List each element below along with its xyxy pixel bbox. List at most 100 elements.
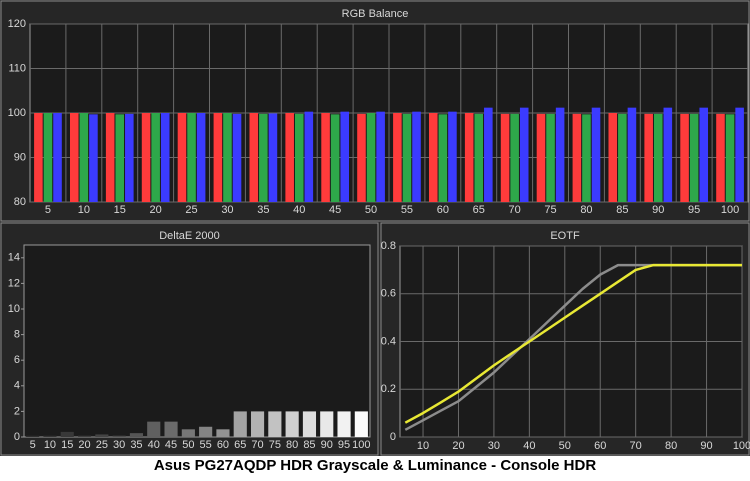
x-tick-label: 15 — [114, 204, 126, 216]
panel-title: RGB Balance — [342, 8, 409, 20]
bar — [393, 113, 402, 202]
x-tick-label: 5 — [30, 439, 36, 451]
bar — [69, 113, 79, 202]
x-tick-label: 50 — [559, 440, 571, 452]
x-tick-label: 25 — [185, 204, 197, 216]
y-tick-label: 0.6 — [381, 288, 396, 300]
bar — [285, 411, 299, 437]
bar — [196, 113, 206, 202]
bar — [34, 113, 43, 202]
y-tick-label: 12 — [8, 277, 20, 289]
x-tick-label: 70 — [509, 204, 521, 216]
bar — [53, 113, 62, 202]
x-tick-label: 75 — [269, 439, 281, 451]
bar — [249, 113, 259, 202]
x-tick-label: 35 — [130, 439, 142, 451]
bar — [77, 435, 92, 437]
y-tick-label: 0.4 — [381, 335, 396, 347]
bar — [141, 113, 151, 202]
bar — [89, 114, 98, 202]
y-tick-label: 120 — [8, 18, 26, 30]
y-tick-label: 14 — [8, 252, 20, 264]
caption: Asus PG27AQDP HDR Grayscale & Luminance … — [154, 457, 597, 474]
x-tick-label: 60 — [594, 440, 606, 452]
bar — [302, 411, 317, 437]
x-tick-label: 15 — [61, 439, 73, 451]
x-tick-label: 40 — [523, 440, 535, 452]
bar — [129, 433, 144, 437]
x-tick-label: 55 — [401, 204, 413, 216]
x-tick-label: 90 — [321, 439, 333, 451]
x-tick-label: 30 — [221, 204, 233, 216]
bar — [177, 113, 187, 202]
bar — [259, 113, 268, 202]
y-tick-label: 100 — [8, 107, 26, 119]
bar — [181, 429, 195, 437]
bar — [438, 114, 448, 202]
x-tick-label: 80 — [665, 440, 677, 452]
x-tick-label: 5 — [45, 204, 51, 216]
y-tick-label: 0 — [14, 431, 20, 443]
y-tick-label: 110 — [8, 62, 26, 74]
x-tick-label: 90 — [652, 204, 664, 216]
x-tick-label: 95 — [338, 439, 350, 451]
x-tick-label: 25 — [96, 439, 108, 451]
bar — [60, 431, 74, 437]
bar — [716, 113, 725, 202]
x-tick-label: 85 — [303, 439, 315, 451]
bar — [26, 435, 40, 437]
x-tick-label: 20 — [150, 204, 162, 216]
bar — [484, 107, 493, 202]
bar — [591, 107, 601, 202]
bar — [112, 435, 126, 437]
x-tick-label: 85 — [616, 204, 628, 216]
bar — [618, 113, 627, 202]
bar — [232, 113, 242, 202]
bar — [125, 113, 134, 202]
x-tick-label: 20 — [452, 440, 464, 452]
y-tick-label: 6 — [14, 354, 20, 366]
bar — [250, 411, 265, 437]
panel-title: EOTF — [550, 230, 580, 242]
bar — [304, 111, 314, 202]
bar — [644, 113, 653, 202]
x-tick-label: 90 — [700, 440, 712, 452]
x-tick-label: 100 — [721, 204, 739, 216]
bar — [735, 107, 744, 202]
bar — [105, 113, 115, 202]
bar — [680, 113, 689, 202]
y-tick-label: 2 — [14, 405, 20, 417]
bar — [500, 113, 510, 202]
bar — [376, 111, 385, 202]
x-tick-label: 30 — [113, 439, 125, 451]
x-tick-label: 100 — [733, 440, 750, 452]
x-tick-label: 70 — [251, 439, 263, 451]
x-tick-label: 10 — [417, 440, 429, 452]
x-tick-label: 80 — [580, 204, 592, 216]
bar — [653, 113, 663, 202]
x-tick-label: 30 — [488, 440, 500, 452]
y-tick-label: 0.8 — [381, 240, 396, 252]
bar — [546, 113, 555, 202]
x-tick-label: 50 — [365, 204, 377, 216]
y-tick-label: 4 — [14, 380, 20, 392]
x-tick-label: 95 — [688, 204, 700, 216]
bar — [223, 113, 232, 202]
bar — [519, 107, 529, 202]
bar — [216, 429, 230, 437]
x-tick-label: 65 — [234, 439, 246, 451]
bar — [402, 113, 412, 202]
x-tick-label: 50 — [182, 439, 194, 451]
bar — [321, 113, 330, 202]
bar — [233, 411, 247, 437]
bar — [268, 411, 282, 437]
bar — [582, 114, 591, 202]
bar — [448, 111, 457, 202]
x-tick-label: 35 — [257, 204, 269, 216]
bar — [320, 411, 334, 437]
bar — [474, 113, 484, 202]
y-tick-label: 0.2 — [381, 383, 396, 395]
bar — [285, 113, 294, 202]
bar — [147, 421, 161, 437]
